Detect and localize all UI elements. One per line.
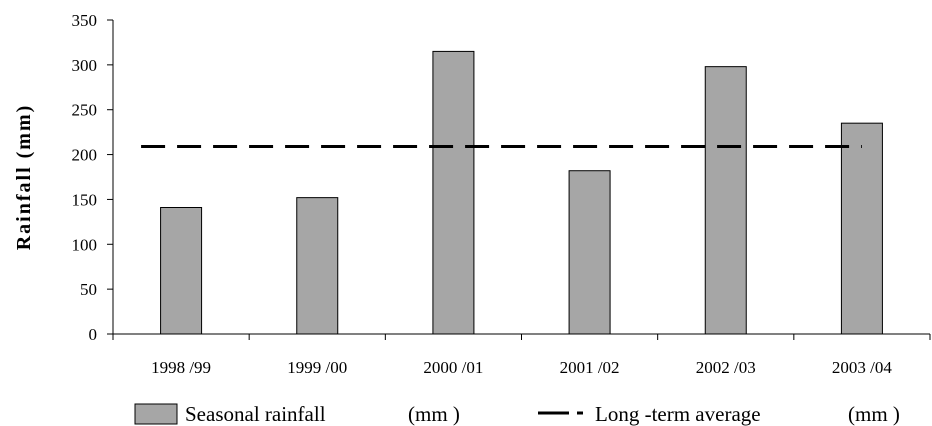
legend: Seasonal rainfall (mm ) Long -term avera… xyxy=(134,402,900,426)
bar-2 xyxy=(432,50,475,335)
y-tick-label: 0 xyxy=(89,325,98,344)
y-tick-label: 250 xyxy=(72,101,98,120)
bar-1 xyxy=(296,197,339,335)
x-tick-label: 1998 /99 xyxy=(151,358,211,377)
x-tick-label: 1999 /00 xyxy=(287,358,347,377)
x-tick-label: 2000 /01 xyxy=(423,358,483,377)
legend-bar-label: Seasonal rainfall xyxy=(185,402,326,426)
y-tick-label: 300 xyxy=(72,56,98,75)
y-tick-label: 100 xyxy=(72,235,98,254)
legend-line-unit: (mm ) xyxy=(848,402,900,426)
y-tick-label: 200 xyxy=(72,146,98,165)
bar-series xyxy=(160,50,883,335)
legend-bar-swatch xyxy=(134,403,178,425)
x-tick-label: 2003 /04 xyxy=(832,358,892,377)
bar-5 xyxy=(840,122,883,335)
bar-4 xyxy=(704,66,747,335)
bar-3 xyxy=(568,170,611,335)
bar-0 xyxy=(160,207,203,335)
y-tick-label: 50 xyxy=(80,280,97,299)
y-axis-ticks: 0 50 100 150 200 250 300 350 xyxy=(72,11,113,344)
x-tick-label: 2001 /02 xyxy=(560,358,620,377)
y-tick-label: 150 xyxy=(72,190,98,209)
x-tick-label: 2002 /03 xyxy=(696,358,756,377)
legend-bar-unit: (mm ) xyxy=(408,402,460,426)
y-tick-label: 350 xyxy=(72,11,98,30)
legend-line-label: Long -term average xyxy=(595,402,761,426)
x-axis-ticks: 1998 /99 1999 /00 2000 /01 2001 /02 2002 /03… xyxy=(112,334,931,377)
y-axis-label: Rainfall (mm) xyxy=(13,104,35,251)
